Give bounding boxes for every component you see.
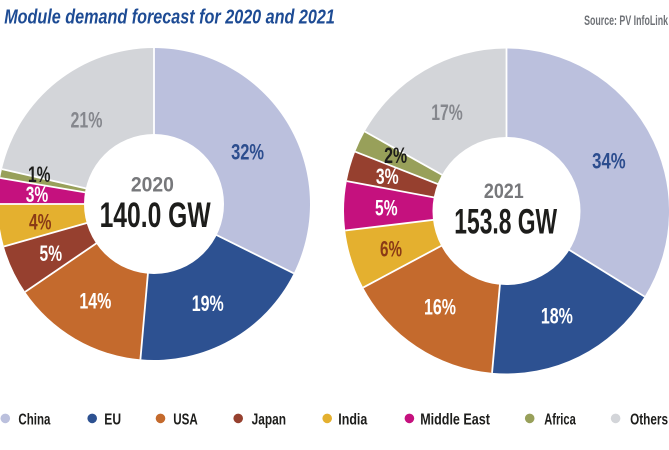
svg-text:19%: 19% [192, 291, 224, 316]
svg-text:Japan: Japan [252, 412, 286, 429]
svg-text:2020: 2020 [131, 174, 174, 197]
svg-text:2%: 2% [384, 143, 407, 168]
svg-text:6%: 6% [380, 237, 402, 262]
svg-text:Others: Others [630, 412, 668, 429]
svg-text:21%: 21% [71, 107, 103, 132]
svg-text:Middle East: Middle East [420, 412, 490, 429]
svg-text:USA: USA [173, 412, 198, 429]
svg-text:153.8 GW: 153.8 GW [454, 202, 557, 241]
svg-text:Africa: Africa [544, 412, 576, 429]
svg-text:Source: PV InfoLink: Source: PV InfoLink [584, 13, 668, 29]
svg-text:2021: 2021 [484, 180, 524, 203]
svg-text:Module demand forecast for 202: Module demand forecast for 2020 and 2021 [4, 7, 335, 29]
svg-text:18%: 18% [541, 303, 573, 328]
svg-text:India: India [338, 412, 367, 429]
svg-text:5%: 5% [375, 196, 398, 221]
svg-text:16%: 16% [424, 295, 456, 320]
svg-text:34%: 34% [592, 148, 626, 173]
svg-text:China: China [18, 412, 50, 429]
svg-text:4%: 4% [29, 209, 52, 234]
svg-text:5%: 5% [40, 241, 63, 266]
svg-text:17%: 17% [431, 100, 463, 125]
svg-text:1%: 1% [28, 162, 51, 187]
svg-text:140.0 GW: 140.0 GW [100, 196, 212, 235]
svg-text:EU: EU [104, 412, 121, 429]
svg-text:3%: 3% [376, 164, 399, 189]
svg-text:3%: 3% [26, 182, 49, 207]
svg-text:14%: 14% [79, 289, 111, 314]
svg-text:32%: 32% [231, 139, 264, 164]
